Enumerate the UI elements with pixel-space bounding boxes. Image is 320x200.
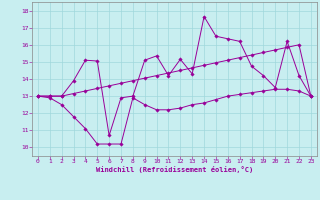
X-axis label: Windchill (Refroidissement éolien,°C): Windchill (Refroidissement éolien,°C) — [96, 166, 253, 173]
